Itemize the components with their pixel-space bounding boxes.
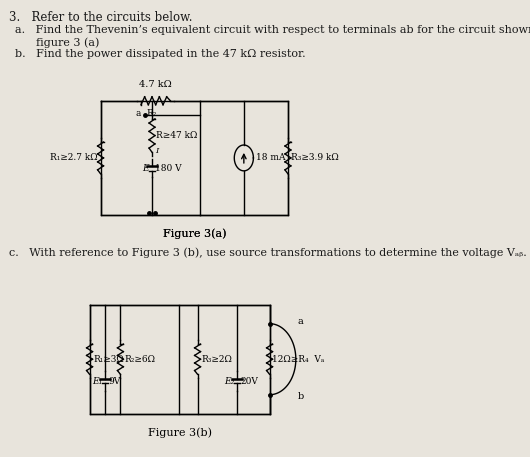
Text: Figure 3(b): Figure 3(b) — [147, 428, 211, 438]
Text: 9V: 9V — [108, 377, 120, 386]
Text: figure 3 (a): figure 3 (a) — [15, 37, 99, 48]
Text: b: b — [297, 392, 304, 401]
Text: R₃≥2Ω: R₃≥2Ω — [201, 355, 232, 364]
Text: R₂≥6Ω: R₂≥6Ω — [124, 355, 155, 364]
Text: 4.7 kΩ: 4.7 kΩ — [139, 80, 172, 89]
Text: Figure 3(a): Figure 3(a) — [163, 228, 226, 239]
Text: a: a — [136, 109, 141, 118]
Text: 180 V: 180 V — [155, 164, 182, 173]
Text: 18 mA: 18 mA — [255, 154, 285, 162]
Text: 3.   Refer to the circuits below.: 3. Refer to the circuits below. — [8, 11, 192, 24]
Text: R₁≥2.7 kΩ: R₁≥2.7 kΩ — [50, 154, 98, 162]
Text: c.   With reference to Figure 3 (b), use source transformations to determine the: c. With reference to Figure 3 (b), use s… — [8, 248, 526, 259]
Text: E₁: E₁ — [92, 377, 102, 386]
Text: R≥47 kΩ: R≥47 kΩ — [156, 131, 197, 140]
Text: R₁≥3Ω: R₁≥3Ω — [93, 355, 124, 364]
Text: R₂: R₂ — [147, 109, 157, 118]
Text: E₂: E₂ — [224, 377, 234, 386]
Text: 12Ω≥R₄  Vₐ: 12Ω≥R₄ Vₐ — [272, 355, 325, 364]
Text: a.   Find the Thevenin’s equivalent circuit with respect to terminals ab for the: a. Find the Thevenin’s equivalent circui… — [15, 25, 530, 35]
Text: a: a — [297, 317, 303, 326]
Text: b.   Find the power dissipated in the 47 kΩ resistor.: b. Find the power dissipated in the 47 k… — [15, 49, 305, 59]
Text: R₃≥3.9 kΩ: R₃≥3.9 kΩ — [291, 154, 339, 162]
Text: E: E — [143, 164, 149, 173]
Text: I: I — [155, 148, 158, 155]
Text: Figure 3(a): Figure 3(a) — [163, 228, 226, 239]
Text: 20V: 20V — [240, 377, 258, 386]
